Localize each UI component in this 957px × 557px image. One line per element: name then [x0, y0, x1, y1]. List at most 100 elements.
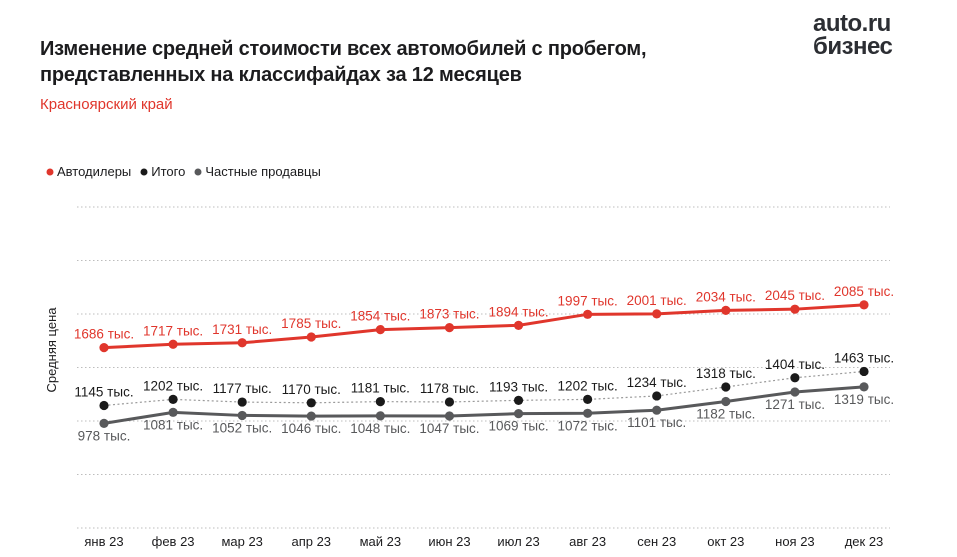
value-label-itogo: 1193 тыс.: [489, 379, 548, 394]
value-label-avtodilery: 1997 тыс.: [558, 293, 618, 308]
data-point-avtodilery: [168, 339, 178, 349]
data-point-itogo: [375, 397, 385, 407]
legend-label: Итого: [151, 164, 186, 179]
data-point-chastnye-prodavtsy: [859, 382, 869, 392]
series-line-chastnye-prodavtsy: [103, 385, 865, 425]
data-point-chastnye-prodavtsy: [306, 411, 316, 421]
data-point-avtodilery: [513, 320, 524, 330]
x-tick-label: сен 23: [637, 534, 676, 549]
legend-label: Автодилеры: [57, 164, 132, 179]
data-point-itogo: [306, 398, 316, 408]
data-point-chastnye-prodavtsy: [444, 411, 455, 421]
value-label-chastnye-prodavtsy: 1046 тыс.: [281, 421, 341, 436]
value-label-avtodilery: 2045 тыс.: [765, 288, 825, 303]
value-label-avtodilery: 1731 тыс.: [212, 322, 272, 337]
data-point-itogo: [444, 397, 455, 407]
data-point-chastnye-prodavtsy: [790, 387, 800, 397]
data-point-avtodilery: [306, 332, 316, 342]
value-label-itogo: 1170 тыс.: [282, 382, 341, 397]
data-point-itogo: [652, 391, 662, 401]
data-point-avtodilery: [859, 300, 869, 310]
page-title-line-1: Изменение средней стоимости всех автомоб…: [40, 38, 647, 60]
legend-label: Частные продавцы: [205, 164, 321, 179]
value-label-avtodilery: 1785 тыс.: [281, 316, 341, 331]
legend-bullet-icon: [46, 168, 54, 175]
brand-logo-line-2: бизнес: [813, 33, 893, 60]
legend-item-chastnye-prodavtsy: Частные продавцы: [194, 164, 321, 179]
x-tick-label: ноя 23: [775, 534, 815, 549]
data-point-chastnye-prodavtsy: [513, 409, 524, 419]
value-label-itogo: 1177 тыс.: [213, 381, 272, 396]
value-label-itogo: 1463 тыс.: [834, 350, 894, 365]
x-tick-label: июл 23: [497, 534, 539, 549]
value-label-chastnye-prodavtsy: 1101 тыс.: [627, 415, 686, 430]
data-point-chastnye-prodavtsy: [652, 405, 662, 415]
data-point-itogo: [583, 394, 593, 404]
data-point-itogo: [790, 373, 800, 383]
series-line-itogo: [103, 370, 865, 407]
data-point-avtodilery: [99, 342, 109, 353]
value-label-chastnye-prodavtsy: 1182 тыс.: [696, 407, 755, 422]
value-label-avtodilery: 2034 тыс.: [696, 289, 756, 304]
value-label-avtodilery: 2085 тыс.: [834, 284, 894, 299]
data-point-itogo: [859, 366, 869, 377]
x-tick-label: авг 23: [569, 534, 606, 549]
value-label-itogo: 1178 тыс.: [420, 381, 479, 396]
x-tick-label: июн 23: [428, 534, 470, 549]
value-label-itogo: 1318 тыс.: [696, 366, 756, 381]
data-point-chastnye-prodavtsy: [721, 396, 731, 407]
data-point-chastnye-prodavtsy: [168, 407, 178, 417]
legend-item-itogo: Итого: [140, 164, 185, 179]
value-label-chastnye-prodavtsy: 1319 тыс.: [834, 392, 894, 407]
value-label-itogo: 1202 тыс.: [143, 378, 203, 393]
data-point-itogo: [99, 400, 109, 411]
value-label-chastnye-prodavtsy: 1052 тыс.: [212, 420, 272, 435]
value-label-avtodilery: 1717 тыс.: [143, 323, 203, 338]
data-point-itogo: [168, 394, 178, 404]
value-label-avtodilery: 1686 тыс.: [74, 327, 134, 342]
value-label-chastnye-prodavtsy: 1047 тыс.: [419, 421, 479, 436]
x-tick-label: янв 23: [84, 534, 123, 549]
region-subtitle: Красноярский край: [40, 96, 173, 113]
data-point-itogo: [513, 395, 524, 405]
value-label-chastnye-prodavtsy: 1271 тыс.: [765, 397, 825, 412]
value-label-chastnye-prodavtsy: 1048 тыс.: [350, 421, 410, 436]
value-label-itogo: 1181 тыс.: [351, 381, 410, 396]
value-label-chastnye-prodavtsy: 1072 тыс.: [558, 418, 618, 433]
data-point-avtodilery: [237, 338, 247, 348]
x-tick-label: мар 23: [221, 534, 262, 549]
data-point-itogo: [721, 382, 731, 392]
value-label-avtodilery: 1894 тыс.: [488, 304, 548, 319]
value-label-chastnye-prodavtsy: 1069 тыс.: [488, 419, 548, 434]
value-label-avtodilery: 2001 тыс.: [627, 293, 687, 308]
legend: Автодилеры Итого Частные продавцы: [46, 164, 321, 179]
x-tick-label: апр 23: [291, 534, 331, 549]
data-point-chastnye-prodavtsy: [237, 410, 247, 421]
brand-logo: auto.ru бизнес: [813, 12, 893, 60]
y-axis-title: Средняя цена: [44, 307, 59, 393]
series-line-avtodilery: [103, 303, 865, 350]
data-point-avtodilery: [375, 325, 385, 335]
data-point-avtodilery: [721, 305, 731, 315]
data-point-avtodilery: [444, 322, 455, 333]
data-point-avtodilery: [583, 309, 593, 319]
data-point-itogo: [237, 397, 247, 407]
value-label-avtodilery: 1854 тыс.: [350, 309, 410, 324]
value-label-itogo: 1145 тыс.: [74, 384, 133, 399]
value-label-chastnye-prodavtsy: 1081 тыс.: [143, 417, 203, 432]
x-tick-label: окт 23: [707, 534, 744, 549]
legend-item-avtodilery: Автодилеры: [46, 164, 131, 179]
data-point-chastnye-prodavtsy: [583, 408, 593, 418]
value-label-itogo: 1234 тыс.: [627, 375, 687, 390]
value-label-itogo: 1404 тыс.: [765, 357, 825, 372]
x-tick-label: май 23: [360, 534, 402, 549]
x-tick-label: дек 23: [845, 534, 884, 549]
legend-bullet-icon: [140, 168, 148, 175]
value-label-itogo: 1202 тыс.: [558, 378, 618, 393]
page-title: Изменение средней стоимости всех автомоб…: [40, 36, 740, 88]
x-tick-label: фев 23: [152, 534, 195, 549]
legend-bullet-icon: [194, 168, 202, 175]
value-label-avtodilery: 1873 тыс.: [419, 307, 479, 322]
